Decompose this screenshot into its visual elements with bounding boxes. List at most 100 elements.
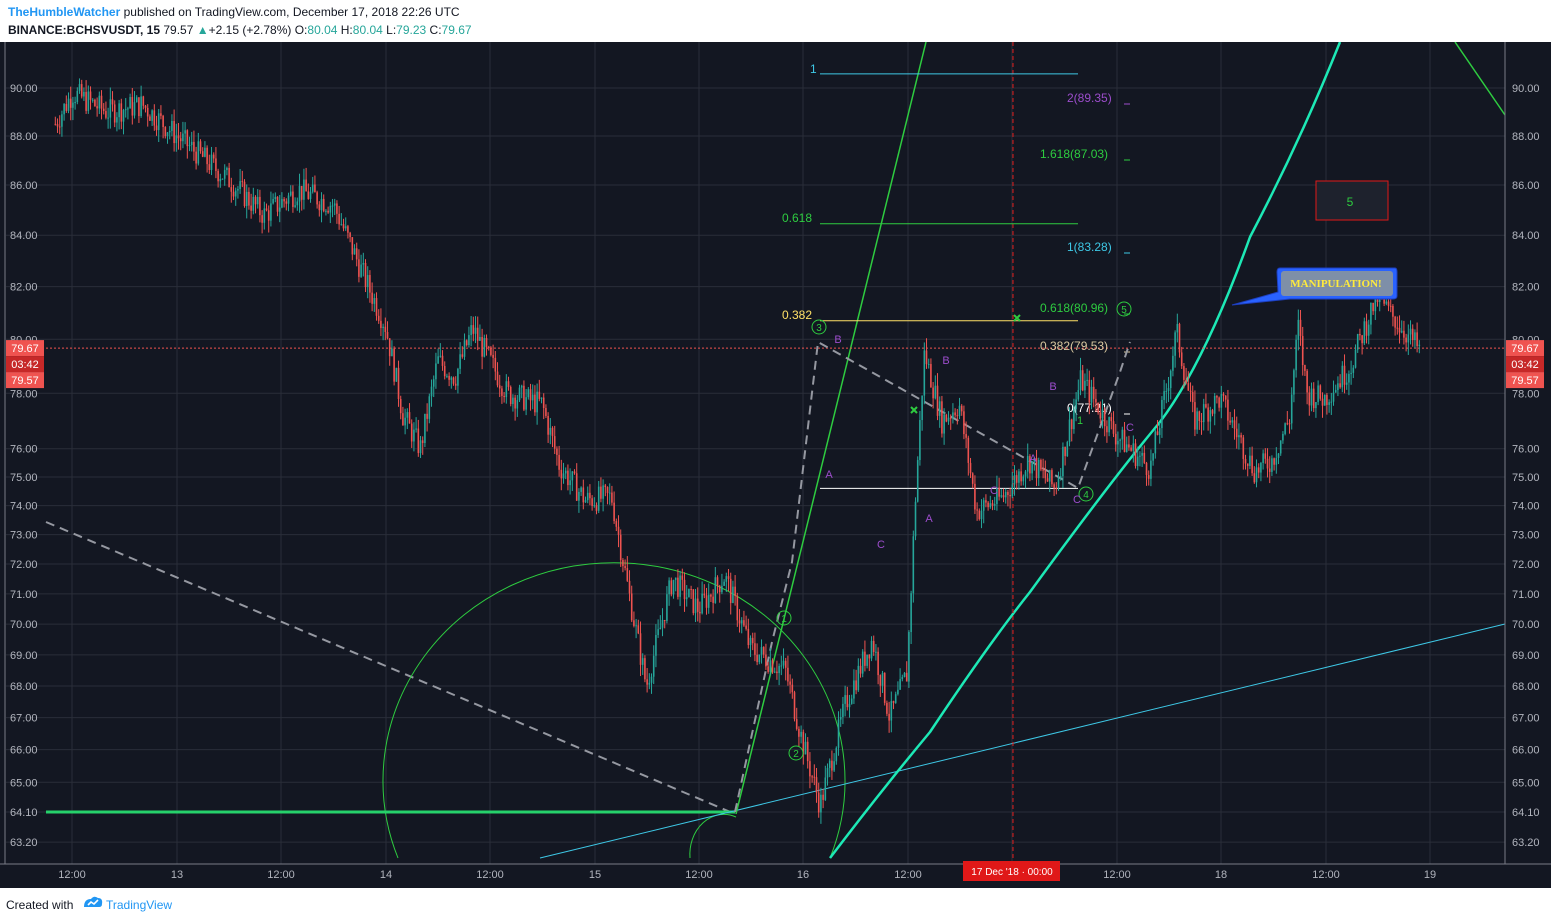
candle-body <box>1297 319 1300 340</box>
close-label: C: <box>429 23 442 37</box>
candle-body <box>1290 394 1293 424</box>
candle-body <box>1132 443 1135 451</box>
candle-body <box>558 454 560 470</box>
candle-body <box>1013 475 1016 485</box>
candle-body <box>1328 402 1330 405</box>
candle-body <box>1185 379 1187 384</box>
y-tick-label-right: 64.10 <box>1512 807 1540 819</box>
candle-body <box>342 224 345 229</box>
candle-body <box>292 191 294 207</box>
candle-body <box>362 263 365 265</box>
candle-body <box>481 336 483 357</box>
candle-body <box>197 141 200 164</box>
candle-body <box>283 199 285 202</box>
candle-body <box>402 413 404 426</box>
candle-body <box>743 620 745 626</box>
candle-body <box>839 716 842 720</box>
candle-body <box>861 651 864 674</box>
candle-body <box>844 695 846 704</box>
candle-body <box>1154 431 1157 454</box>
y-tick-label-left: 66.00 <box>10 745 38 757</box>
candle-body <box>1392 305 1394 317</box>
candle-body <box>1337 383 1339 391</box>
candle-body <box>1033 457 1036 462</box>
candle-body <box>802 731 805 755</box>
candle-body <box>1354 349 1357 368</box>
candle-body <box>406 412 409 418</box>
candle-body <box>270 203 272 221</box>
wave-5-box <box>1315 180 1389 221</box>
candle-body <box>492 354 494 358</box>
candle-body <box>1088 379 1091 403</box>
candle-body <box>237 188 239 191</box>
candle-body <box>1070 419 1073 430</box>
candle-body <box>463 340 466 357</box>
candle-body <box>628 580 631 594</box>
candle-body <box>842 703 844 717</box>
candle-body <box>1416 332 1418 346</box>
candle-body <box>674 577 677 580</box>
candle-body <box>417 428 420 454</box>
candle-body <box>468 335 470 346</box>
wave-5-box-label: 5 <box>1347 195 1354 209</box>
candle-body <box>1356 333 1359 350</box>
candle-body <box>736 595 739 621</box>
candle-body <box>597 486 600 511</box>
candle-body <box>388 338 391 357</box>
candle-body <box>965 434 967 438</box>
candle-body <box>505 381 508 398</box>
author-link[interactable]: TheHumbleWatcher <box>8 5 121 19</box>
candle-body <box>1042 469 1044 471</box>
candle-body <box>701 593 703 614</box>
candle-body <box>1233 420 1236 429</box>
candle-body <box>613 502 615 522</box>
small-arc <box>689 813 737 859</box>
tradingview-brand[interactable]: TradingView <box>106 898 173 912</box>
candle-body <box>54 123 57 125</box>
candle-body <box>934 385 937 399</box>
candle-body <box>782 660 785 666</box>
y-tick-label-right: 86.00 <box>1512 180 1540 192</box>
candle-body <box>1123 429 1126 452</box>
symbol-name[interactable]: BINANCE:BCHSVUSDT, 15 <box>8 23 161 37</box>
candle-body <box>850 698 853 704</box>
created-with-label: Created with <box>6 898 74 912</box>
candle-body <box>171 120 173 131</box>
candle-body <box>1141 452 1143 456</box>
candle-body <box>173 120 175 144</box>
candle-body <box>754 643 756 655</box>
candle-body <box>287 195 290 204</box>
candle-body <box>98 95 101 109</box>
high-label: H: <box>340 23 353 37</box>
x-tick-label: 14 <box>380 869 392 881</box>
candle-body <box>536 391 538 413</box>
high-value: 80.04 <box>352 23 383 37</box>
publish-date: published on TradingView.com, December 1… <box>123 5 460 19</box>
candle-body <box>727 576 730 579</box>
candle-body <box>527 389 530 398</box>
candle-body <box>285 201 288 204</box>
candle-body <box>1262 453 1264 463</box>
candle-body <box>1363 321 1366 344</box>
candle-body <box>978 510 981 520</box>
symbol-info-line: BINANCE:BCHSVUSDT, 15 79.57 ▲+2.15 (+2.7… <box>8 23 472 37</box>
candle-body <box>276 196 279 212</box>
candle-body <box>531 394 534 401</box>
price-chart[interactable]: 1 0.618 0.382 2(89.35) 1.618(87.03) 1(83.28) 0… <box>0 42 1551 888</box>
candle-body <box>393 348 395 382</box>
candle-body <box>870 640 873 659</box>
candle-body <box>954 412 956 416</box>
candle-body <box>314 184 316 193</box>
candle-body <box>980 510 983 520</box>
x-tick-label: 19 <box>1424 869 1436 881</box>
y-tick-label-left: 72.00 <box>10 559 38 571</box>
candle-body <box>762 647 765 655</box>
candle-body <box>1018 471 1020 483</box>
candle-body <box>595 505 598 511</box>
candle-body <box>923 350 926 396</box>
candle-body <box>1077 390 1080 400</box>
candle-body <box>226 167 228 171</box>
candle-body <box>910 593 912 633</box>
candle-body <box>1117 440 1119 445</box>
candle-body <box>941 401 943 434</box>
